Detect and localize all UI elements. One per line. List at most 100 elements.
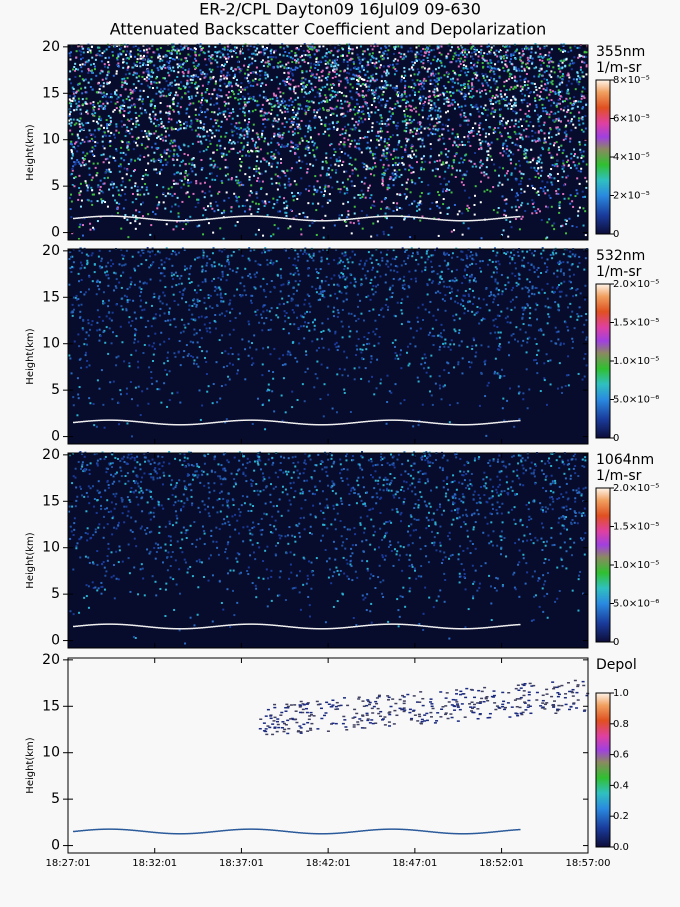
texel — [421, 106, 424, 109]
texel — [509, 125, 512, 128]
texel — [481, 112, 484, 115]
texel — [436, 47, 439, 50]
texel — [560, 144, 563, 147]
texel — [272, 66, 275, 69]
texel — [238, 102, 241, 105]
texel — [314, 86, 317, 89]
texel — [139, 95, 142, 98]
texel — [347, 201, 350, 204]
texel — [504, 99, 507, 102]
texel — [385, 119, 388, 122]
texel — [350, 78, 353, 81]
texel — [509, 162, 512, 165]
texel — [567, 109, 570, 112]
texel — [515, 179, 518, 182]
texel — [294, 51, 297, 54]
texel — [445, 111, 448, 114]
texel — [355, 91, 358, 94]
texel — [128, 132, 131, 135]
texel — [147, 213, 150, 216]
texel — [357, 78, 360, 81]
texel — [371, 122, 374, 125]
texel — [524, 155, 527, 158]
texel — [521, 62, 524, 65]
texel — [331, 59, 334, 62]
texel — [353, 184, 356, 187]
texel — [383, 173, 386, 176]
texel — [317, 49, 320, 52]
texel — [509, 220, 512, 223]
texel — [329, 144, 332, 147]
texel — [421, 81, 424, 84]
texel — [172, 109, 175, 112]
texel — [566, 105, 569, 108]
texel — [582, 122, 585, 125]
texel — [372, 166, 375, 169]
texel — [119, 106, 122, 109]
texel — [493, 127, 496, 130]
texel — [127, 236, 130, 239]
texel — [494, 67, 497, 70]
texel — [513, 130, 516, 133]
texel — [334, 65, 337, 68]
texel — [436, 80, 439, 83]
texel — [471, 127, 474, 130]
texel — [236, 132, 239, 135]
texel — [253, 145, 256, 148]
texel — [217, 95, 220, 98]
texel — [263, 52, 266, 55]
texel — [532, 187, 535, 190]
texel — [246, 141, 249, 144]
texel — [409, 131, 412, 134]
texel — [162, 65, 165, 68]
texel — [368, 147, 371, 150]
texel — [162, 192, 165, 195]
texel — [126, 50, 129, 53]
texel — [125, 53, 128, 56]
texel — [241, 204, 244, 207]
texel — [190, 119, 193, 122]
texel — [514, 66, 517, 69]
texel — [257, 228, 260, 231]
texel — [304, 91, 307, 94]
texel — [385, 87, 388, 90]
texel — [138, 158, 141, 161]
texel — [430, 147, 433, 150]
texel — [225, 60, 228, 63]
texel — [578, 206, 581, 209]
texel — [356, 53, 359, 56]
texel — [375, 57, 378, 60]
texel — [294, 147, 297, 150]
texel — [71, 143, 74, 146]
texel — [352, 108, 355, 111]
texel — [344, 220, 347, 223]
texel — [208, 190, 211, 193]
texel — [339, 133, 342, 136]
texel — [370, 151, 373, 154]
texel — [562, 170, 565, 173]
texel — [483, 59, 486, 62]
texel — [89, 222, 92, 225]
texel — [249, 71, 252, 74]
texel — [128, 110, 131, 113]
texel — [562, 44, 565, 47]
texel — [514, 167, 517, 170]
texel — [503, 209, 506, 212]
texel — [385, 72, 388, 75]
texel — [159, 88, 162, 91]
texel — [98, 127, 101, 130]
texel — [353, 124, 356, 127]
texel — [125, 82, 128, 85]
texel — [523, 67, 526, 70]
texel — [553, 177, 556, 180]
texel — [456, 213, 459, 216]
texel — [147, 154, 150, 157]
texel — [514, 101, 517, 104]
texel — [580, 97, 583, 100]
texel — [538, 95, 541, 98]
texel — [298, 193, 301, 196]
texel — [510, 173, 513, 176]
texel — [237, 126, 240, 129]
texel — [286, 78, 289, 81]
texel — [498, 181, 501, 184]
